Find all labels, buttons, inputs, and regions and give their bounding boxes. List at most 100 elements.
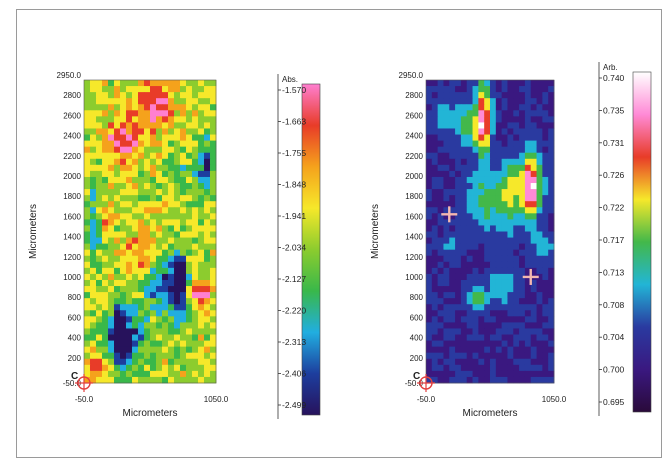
heatmap-cell — [120, 340, 127, 348]
heatmap-cell — [507, 170, 514, 178]
heatmap-cell — [437, 122, 444, 129]
heatmap-cell — [536, 92, 543, 99]
heatmap-cell — [84, 189, 91, 196]
heatmap-cell — [455, 140, 462, 148]
heatmap-cell — [84, 231, 91, 238]
heatmap-cell — [204, 146, 211, 154]
heatmap-cell — [536, 146, 543, 154]
heatmap-cell — [513, 201, 520, 208]
heatmap-cell — [198, 292, 205, 299]
heatmap-cell — [519, 237, 526, 245]
heatmap-cell — [126, 152, 133, 160]
chart-panel-2: -50.020040060080010001200140016001800200… — [370, 62, 652, 419]
heatmap-cell — [174, 189, 181, 196]
heatmap-cell — [548, 340, 555, 348]
heatmap-cell — [96, 304, 103, 311]
marker-label: C — [413, 371, 420, 382]
heatmap-cell — [536, 176, 543, 184]
heatmap-cell — [126, 255, 133, 263]
y-tick-label: 2000 — [405, 172, 423, 181]
heatmap-cell — [542, 146, 549, 154]
heatmap-cell — [524, 116, 532, 123]
heatmap-cell — [472, 116, 479, 123]
heatmap-cell — [198, 370, 205, 378]
heatmap-cell — [548, 92, 555, 99]
x-tick-label: -50.0 — [75, 395, 94, 404]
heatmap-cell — [431, 255, 439, 263]
heatmap-cell — [144, 376, 151, 384]
heatmap-cell — [192, 267, 199, 275]
heatmap-cell — [501, 292, 508, 299]
heatmap-cell — [168, 243, 175, 251]
heatmap-cell — [437, 134, 444, 141]
heatmap-cell — [449, 370, 456, 378]
heatmap-cell — [455, 298, 462, 305]
heatmap-cell — [174, 225, 181, 232]
heatmap-cell — [84, 122, 91, 129]
heatmap-cell — [490, 213, 497, 220]
heatmap-cell — [186, 286, 193, 293]
heatmap-cell — [180, 98, 187, 105]
heatmap-cell — [96, 267, 103, 275]
heatmap-cell — [114, 183, 121, 190]
heatmap-cell — [437, 273, 444, 281]
heatmap-cell — [144, 207, 151, 214]
heatmap-cell — [431, 152, 439, 160]
heatmap-cell — [168, 231, 175, 238]
colorbar-tick-label: -2.313 — [282, 337, 306, 347]
heatmap-cell — [180, 201, 187, 208]
heatmap-cell — [519, 86, 526, 93]
heatmap-cell — [108, 86, 115, 93]
heatmap-cell — [168, 298, 175, 305]
heatmap-cell — [542, 98, 549, 105]
heatmap-cell — [519, 158, 526, 166]
heatmap-cell — [536, 237, 543, 245]
heatmap-cell — [466, 328, 473, 335]
heatmap-cell — [96, 189, 103, 196]
heatmap-cell — [484, 231, 491, 238]
heatmap-cell — [507, 80, 514, 87]
heatmap-cell — [90, 255, 97, 263]
heatmap-cell — [455, 170, 462, 178]
heatmap-cell — [174, 267, 181, 275]
heatmap-cell — [138, 122, 145, 129]
heatmap-cell — [186, 376, 193, 384]
heatmap-cell — [120, 261, 127, 269]
heatmap-cell — [437, 261, 444, 269]
heatmap-cell — [519, 340, 526, 348]
heatmap-cell — [426, 116, 433, 123]
heatmap-cell — [126, 86, 133, 93]
heatmap-cell — [437, 249, 444, 257]
heatmap-cell — [156, 376, 163, 384]
heatmap-cell — [186, 261, 193, 269]
heatmap-cell — [519, 225, 526, 232]
heatmap-cell — [513, 183, 520, 190]
heatmap-cell — [150, 279, 157, 287]
heatmap-cell — [132, 110, 139, 117]
heatmap-cell — [204, 358, 211, 366]
heatmap-cell — [198, 116, 205, 123]
heatmap-cell — [108, 352, 115, 360]
heatmap-cell — [460, 122, 468, 129]
heatmap-cell — [530, 170, 537, 178]
heatmap-cell — [443, 140, 450, 148]
heatmap-cell — [150, 310, 157, 317]
heatmap-cell — [484, 219, 491, 226]
heatmap-cell — [524, 219, 532, 226]
heatmap-cell — [120, 298, 127, 305]
heatmap-cell — [478, 195, 485, 202]
heatmap-cell — [192, 152, 199, 160]
heatmap-cell — [501, 298, 508, 305]
heatmap-cell — [102, 279, 109, 287]
heatmap-cell — [126, 134, 133, 141]
heatmap-cell — [542, 358, 549, 366]
heatmap-cell — [90, 225, 97, 232]
heatmap-cell — [174, 122, 181, 129]
heatmap-cell — [507, 279, 514, 287]
heatmap-cell — [138, 322, 145, 329]
heatmap-cell — [478, 279, 485, 287]
heatmap-cell — [186, 310, 193, 317]
heatmap-cell — [484, 298, 491, 305]
heatmap-cell — [180, 322, 187, 329]
heatmap-cell — [168, 249, 175, 257]
